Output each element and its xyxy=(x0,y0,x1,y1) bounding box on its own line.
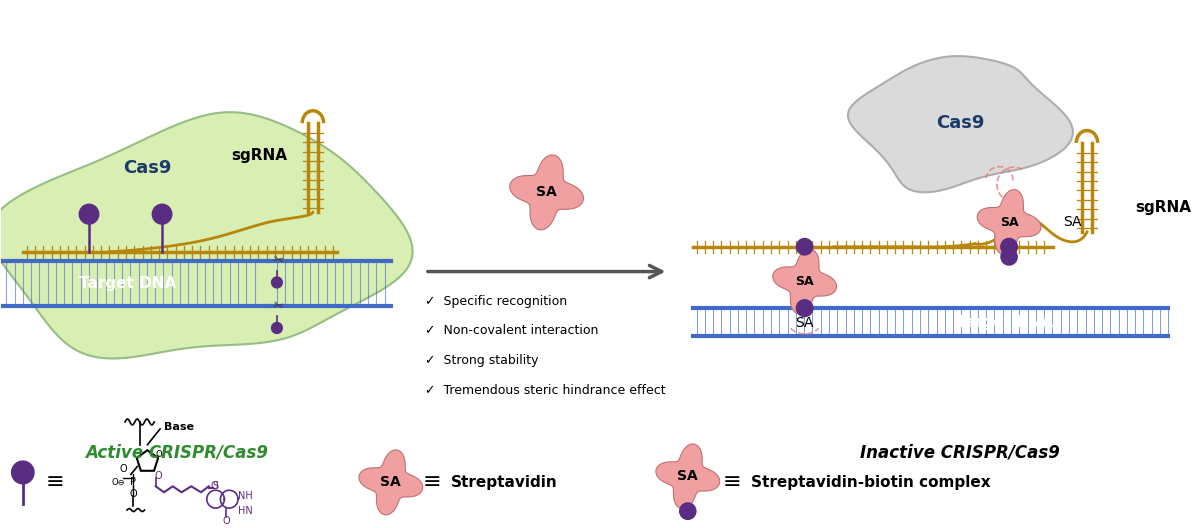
Text: O: O xyxy=(119,464,127,474)
Polygon shape xyxy=(656,444,720,509)
Circle shape xyxy=(152,204,172,224)
Text: SA: SA xyxy=(1000,215,1019,229)
Text: ✓  Specific recognition: ✓ Specific recognition xyxy=(425,295,568,308)
Text: SA: SA xyxy=(678,469,698,484)
Text: ≡: ≡ xyxy=(46,473,65,492)
Text: SA: SA xyxy=(536,185,557,200)
Text: Inactive CRISPR/Cas9: Inactive CRISPR/Cas9 xyxy=(860,444,1061,461)
Text: O: O xyxy=(222,516,230,526)
Circle shape xyxy=(271,277,282,288)
Text: P: P xyxy=(130,477,136,487)
Text: O⊖: O⊖ xyxy=(112,478,125,487)
Text: HN: HN xyxy=(238,506,253,516)
Circle shape xyxy=(271,323,282,333)
Text: SA: SA xyxy=(1063,215,1081,229)
Circle shape xyxy=(79,204,98,224)
Text: Target DNA: Target DNA xyxy=(79,276,176,291)
Text: Active CRISPR/Cas9: Active CRISPR/Cas9 xyxy=(85,444,268,461)
Polygon shape xyxy=(848,56,1073,192)
Text: O: O xyxy=(130,489,137,499)
Text: ✂: ✂ xyxy=(272,253,284,268)
Text: sgRNA: sgRNA xyxy=(1135,200,1192,215)
Polygon shape xyxy=(510,155,583,230)
Circle shape xyxy=(797,300,812,317)
Circle shape xyxy=(679,503,696,520)
Text: ✓  Tremendous steric hindrance effect: ✓ Tremendous steric hindrance effect xyxy=(425,384,666,397)
Text: ✓  Non-covalent interaction: ✓ Non-covalent interaction xyxy=(425,324,599,337)
Text: O: O xyxy=(155,450,162,459)
Text: Cas9: Cas9 xyxy=(936,114,984,132)
Polygon shape xyxy=(977,190,1042,254)
Text: ✂: ✂ xyxy=(272,299,284,314)
FancyArrowPatch shape xyxy=(427,266,661,278)
Text: O: O xyxy=(155,472,162,482)
Circle shape xyxy=(1001,239,1018,255)
Text: SA: SA xyxy=(796,316,814,330)
Text: Streptavidin-biotin complex: Streptavidin-biotin complex xyxy=(751,475,991,490)
Text: SA: SA xyxy=(380,475,401,489)
Text: Streptavidin: Streptavidin xyxy=(451,475,558,490)
Text: Base: Base xyxy=(164,422,194,432)
Text: sgRNA: sgRNA xyxy=(232,148,287,163)
Text: NH: NH xyxy=(238,491,253,501)
Text: Cas9: Cas9 xyxy=(124,158,172,177)
Text: O: O xyxy=(211,482,218,492)
Text: SA: SA xyxy=(796,275,814,288)
Polygon shape xyxy=(773,249,836,314)
Circle shape xyxy=(12,461,34,484)
Polygon shape xyxy=(0,112,413,359)
Text: S: S xyxy=(212,482,218,492)
Polygon shape xyxy=(359,450,422,515)
Text: Target DNA: Target DNA xyxy=(955,315,1052,329)
Circle shape xyxy=(1001,249,1018,265)
Circle shape xyxy=(797,239,812,255)
Text: ✓  Strong stability: ✓ Strong stability xyxy=(425,354,539,367)
Text: ≡: ≡ xyxy=(422,473,442,492)
Text: ≡: ≡ xyxy=(722,473,740,492)
